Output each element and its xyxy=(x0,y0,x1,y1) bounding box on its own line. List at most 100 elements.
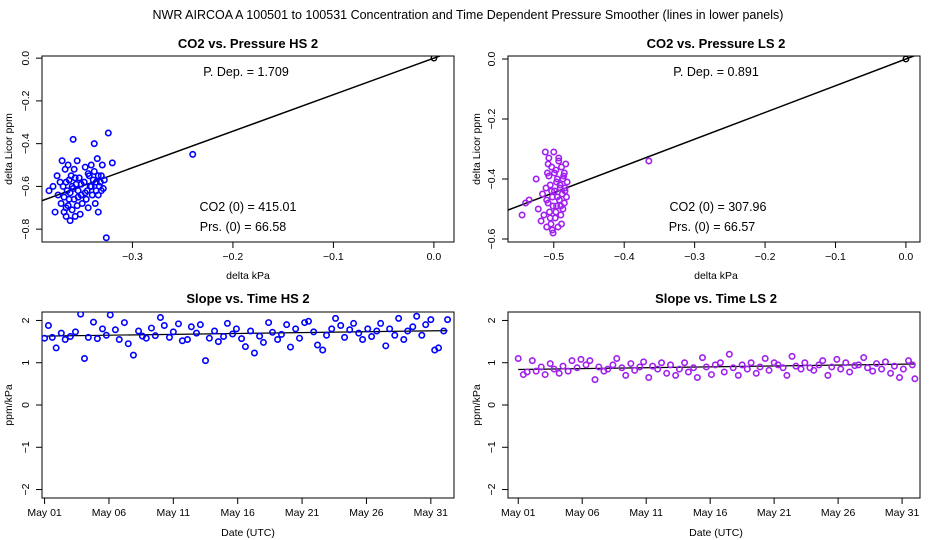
data-point xyxy=(183,335,191,343)
fit-line xyxy=(42,56,442,202)
x-axis-label: delta kPa xyxy=(226,270,270,282)
plot-area xyxy=(508,56,916,237)
data-point xyxy=(77,312,85,318)
data-point xyxy=(48,333,56,341)
data-point xyxy=(189,150,197,158)
y-tick-label: −0.6 xyxy=(486,228,498,249)
x-axis-label: Date (UTC) xyxy=(689,527,743,539)
data-point xyxy=(627,360,635,368)
data-point xyxy=(801,359,809,367)
x-tick-label: −0.1 xyxy=(323,251,344,263)
data-point xyxy=(169,328,177,336)
data-point xyxy=(702,363,710,371)
x-tick-label: May 31 xyxy=(885,507,920,519)
data-point xyxy=(84,333,92,341)
x-tick-label: May 26 xyxy=(821,507,856,519)
data-point xyxy=(747,359,755,367)
y-tick-label: 1 xyxy=(486,360,498,366)
page-title: NWR AIRCOA A 100501 to 100531 Concentrat… xyxy=(153,8,784,22)
data-point xyxy=(546,214,554,222)
plot-area xyxy=(514,350,919,384)
data-point xyxy=(256,332,264,340)
data-point xyxy=(788,352,796,360)
data-point xyxy=(238,335,246,343)
data-point xyxy=(94,191,102,199)
data-point xyxy=(654,365,662,373)
data-point xyxy=(241,343,249,351)
data-point xyxy=(187,323,195,331)
data-point xyxy=(573,364,581,372)
data-point xyxy=(869,367,877,375)
data-point xyxy=(66,217,74,225)
x-tick-label: −0.4 xyxy=(614,251,635,263)
x-tick-label: −0.2 xyxy=(755,251,776,263)
data-point xyxy=(684,368,692,376)
data-point xyxy=(523,368,531,376)
data-point xyxy=(391,331,399,339)
data-point xyxy=(761,354,769,362)
data-point xyxy=(57,200,65,208)
data-point xyxy=(537,217,545,225)
panel-ls-pressure: CO2 vs. Pressure LS 2 delta kPa delta Li… xyxy=(471,36,921,282)
data-point xyxy=(422,321,430,329)
data-point xyxy=(819,357,827,365)
data-point xyxy=(268,328,276,336)
data-point xyxy=(373,327,381,335)
data-point xyxy=(864,364,872,372)
x-tick-label: 0.0 xyxy=(899,251,914,263)
data-point xyxy=(752,369,760,377)
data-point xyxy=(546,181,554,189)
chart-title: Slope vs. Time LS 2 xyxy=(655,291,777,306)
data-point xyxy=(62,204,70,212)
data-point xyxy=(346,326,354,334)
data-point xyxy=(70,165,78,173)
data-point xyxy=(765,366,773,374)
y-tick-label: −1 xyxy=(20,441,32,453)
data-point xyxy=(69,135,77,143)
data-point xyxy=(514,354,522,362)
y-axis-label: ppm/kPa xyxy=(3,384,15,426)
data-point xyxy=(690,364,698,372)
panel-hs-pressure: CO2 vs. Pressure HS 2 delta kPa delta Li… xyxy=(3,36,455,282)
data-point xyxy=(341,333,349,341)
data-point xyxy=(899,365,907,373)
data-point xyxy=(65,195,73,203)
data-point xyxy=(74,193,82,201)
data-point xyxy=(528,357,536,365)
y-tick-label: 0 xyxy=(20,402,32,408)
x-tick-label: May 21 xyxy=(285,507,320,519)
x-tick-label: −0.3 xyxy=(684,251,705,263)
prs-zero-annotation: Prs. (0) = 66.57 xyxy=(669,220,756,234)
y-axis-label: ppm/kPa xyxy=(471,384,483,426)
x-tick-label: May 11 xyxy=(629,507,663,519)
data-point xyxy=(156,313,164,321)
data-point xyxy=(51,208,59,216)
data-point xyxy=(779,364,787,372)
data-point xyxy=(250,349,258,357)
data-point xyxy=(631,366,639,374)
plot-area xyxy=(42,312,452,365)
data-point xyxy=(887,369,895,377)
data-point xyxy=(120,319,128,327)
data-point xyxy=(400,335,408,343)
data-point xyxy=(337,322,345,330)
data-point xyxy=(92,178,100,186)
data-point xyxy=(693,374,701,382)
x-tick-label: −0.3 xyxy=(122,251,143,263)
data-point xyxy=(413,312,421,320)
data-point xyxy=(44,322,52,330)
y-tick-label: 0.0 xyxy=(20,51,32,66)
data-point xyxy=(62,212,70,220)
data-point xyxy=(174,320,182,328)
data-point xyxy=(890,362,898,370)
data-point xyxy=(319,346,327,354)
data-point xyxy=(792,362,800,370)
data-point xyxy=(364,325,372,333)
data-point xyxy=(409,323,417,331)
y-tick-label: −1 xyxy=(486,441,498,453)
data-point xyxy=(81,163,89,171)
data-point xyxy=(546,208,554,216)
data-point xyxy=(395,314,403,322)
data-point xyxy=(881,358,889,366)
